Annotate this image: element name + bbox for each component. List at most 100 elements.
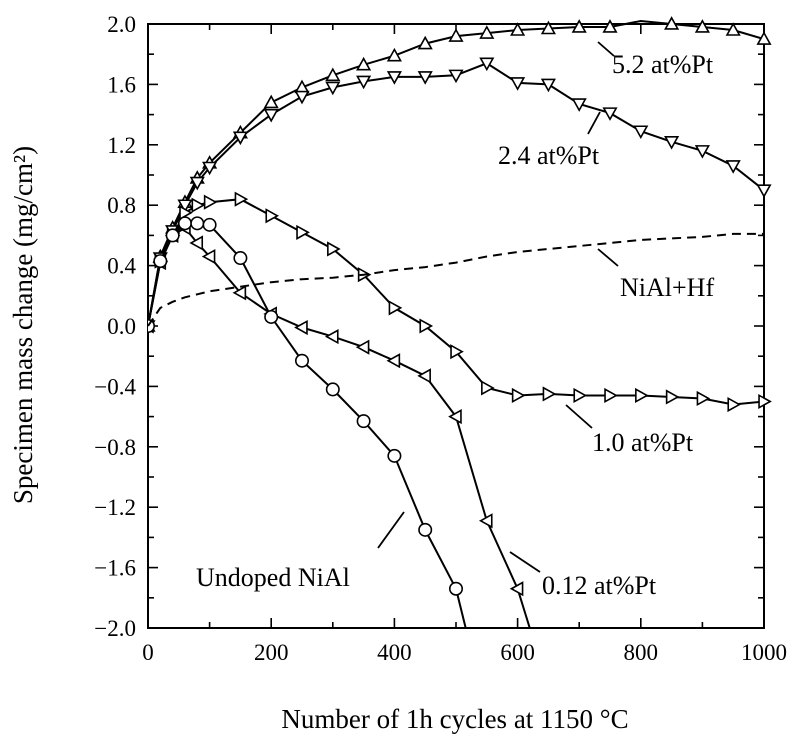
y-axis-label: Specimen mass change (mg/cm²) bbox=[8, 146, 38, 504]
data-point-2-4-at-pt bbox=[417, 71, 433, 85]
label-2-4-at-pt: 2.4 at%Pt bbox=[498, 141, 600, 170]
y-tick-label: 1.2 bbox=[107, 133, 136, 158]
data-point-0-12-at-pt bbox=[509, 581, 524, 597]
data-point-1-0-at-pt bbox=[604, 387, 618, 404]
y-tick-label: −0.8 bbox=[94, 435, 136, 460]
data-point-1-0-at-pt bbox=[450, 344, 464, 360]
data-point-5-2-at-pt bbox=[325, 67, 341, 82]
leader-line-1-0-at-pt bbox=[565, 404, 593, 429]
data-point-1-0-at-pt bbox=[758, 393, 772, 410]
series-line-0-12-at-pt bbox=[148, 226, 531, 628]
data-point-1-0-at-pt bbox=[265, 208, 280, 224]
data-point-1-0-at-pt bbox=[727, 396, 742, 413]
data-point-5-2-at-pt bbox=[756, 31, 772, 45]
data-point-0-12-at-pt bbox=[478, 513, 493, 529]
data-point-5-2-at-pt bbox=[510, 22, 526, 36]
data-point-undoped-nial bbox=[202, 217, 217, 232]
data-point-1-0-at-pt bbox=[327, 241, 341, 257]
leader-line-0-12-at-pt bbox=[509, 551, 541, 573]
data-point-0-12-at-pt bbox=[355, 339, 370, 355]
x-tick-label: 0 bbox=[142, 640, 154, 665]
data-point-2-4-at-pt bbox=[571, 98, 587, 112]
data-point-1-0-at-pt bbox=[635, 387, 649, 404]
data-point-2-4-at-pt bbox=[189, 176, 205, 191]
data-point-0-12-at-pt bbox=[386, 353, 401, 369]
data-point-undoped-nial bbox=[165, 228, 180, 243]
data-point-undoped-nial bbox=[177, 216, 192, 231]
data-point-5-2-at-pt bbox=[540, 20, 556, 35]
x-axis-label: Number of 1h cycles at 1150 °C bbox=[281, 704, 628, 734]
data-point-5-2-at-pt bbox=[386, 47, 402, 62]
leader-line-nial-hf bbox=[597, 248, 619, 267]
series-layer bbox=[148, 16, 772, 628]
data-point-undoped-nial bbox=[294, 353, 309, 368]
data-point-5-2-at-pt bbox=[294, 79, 310, 94]
plot-frame bbox=[147, 23, 765, 629]
data-point-undoped-nial bbox=[190, 216, 205, 231]
y-tick-label: −2.0 bbox=[94, 616, 136, 641]
y-tick-label: 2.0 bbox=[107, 12, 136, 37]
data-point-undoped-nial bbox=[233, 251, 248, 266]
data-point-2-4-at-pt bbox=[202, 161, 218, 176]
data-point-1-0-at-pt bbox=[179, 205, 193, 221]
y-axis: −2.0 −1.6 −1.2 −0.8 −0.4 0.0 0.4 0.8 1.2 1.6 2.0 bbox=[94, 12, 764, 641]
data-point-2-4-at-pt bbox=[356, 75, 372, 90]
data-point-1-0-at-pt bbox=[191, 197, 206, 213]
y-tick-label: 0.8 bbox=[107, 193, 136, 218]
data-point-2-4-at-pt bbox=[694, 145, 710, 159]
data-point-1-0-at-pt bbox=[542, 386, 557, 402]
data-point-2-4-at-pt bbox=[386, 71, 402, 85]
data-point-2-4-at-pt bbox=[664, 136, 680, 150]
data-point-2-4-at-pt bbox=[294, 90, 310, 105]
data-point-5-2-at-pt bbox=[479, 25, 495, 39]
data-point-undoped-nial bbox=[356, 414, 371, 429]
data-point-1-0-at-pt bbox=[203, 194, 218, 210]
data-point-1-0-at-pt bbox=[511, 387, 526, 404]
data-point-0-12-at-pt bbox=[417, 368, 431, 384]
label-5-2-at-pt: 5.2 at%Pt bbox=[612, 50, 714, 79]
x-tick-label: 600 bbox=[500, 640, 535, 665]
data-point-2-4-at-pt bbox=[263, 108, 279, 123]
x-tick-label: 1000 bbox=[741, 640, 787, 665]
x-tick-label: 800 bbox=[624, 640, 659, 665]
label-0-12-at-pt: 0.12 at%Pt bbox=[542, 571, 657, 600]
data-point-undoped-nial bbox=[325, 382, 340, 397]
data-point-2-4-at-pt bbox=[325, 81, 341, 96]
leader-line-5-2-at-pt bbox=[597, 41, 615, 57]
data-point-2-4-at-pt bbox=[479, 57, 495, 72]
data-point-2-4-at-pt bbox=[177, 199, 193, 214]
y-tick-label: 1.6 bbox=[107, 72, 136, 97]
x-axis: 0 200 400 600 800 1000 bbox=[142, 24, 787, 665]
data-point-2-4-at-pt bbox=[448, 69, 464, 84]
data-point-5-2-at-pt bbox=[571, 19, 587, 33]
data-point-1-0-at-pt bbox=[388, 300, 403, 316]
label-nial-hf: NiAl+Hf bbox=[620, 273, 714, 302]
data-point-0-12-at-pt bbox=[189, 235, 204, 251]
data-point-undoped-nial bbox=[264, 309, 279, 324]
data-point-1-0-at-pt bbox=[234, 191, 249, 207]
data-point-0-12-at-pt bbox=[448, 409, 462, 425]
data-point-5-2-at-pt bbox=[725, 22, 741, 36]
y-tick-label: −1.6 bbox=[94, 556, 136, 581]
callouts: 5.2 at%Pt 2.4 at%Pt NiAl+Hf 1.0 at%Pt Undope… bbox=[196, 41, 714, 600]
data-point-2-4-at-pt bbox=[510, 77, 526, 91]
data-point-5-2-at-pt bbox=[356, 56, 372, 71]
data-point-1-0-at-pt bbox=[573, 387, 588, 404]
data-point-1-0-at-pt bbox=[665, 389, 680, 405]
label-undoped-nial: Undoped NiAl bbox=[196, 563, 350, 592]
data-point-0-12-at-pt bbox=[232, 285, 247, 301]
data-point-undoped-nial bbox=[153, 254, 168, 269]
data-point-2-4-at-pt bbox=[540, 78, 556, 93]
label-1-0-at-pt: 1.0 at%Pt bbox=[592, 428, 694, 457]
data-point-5-2-at-pt bbox=[263, 94, 279, 109]
data-point-1-0-at-pt bbox=[696, 390, 711, 407]
series-1-0-at-pt bbox=[148, 191, 772, 413]
data-point-0-12-at-pt bbox=[294, 319, 308, 336]
data-point-1-0-at-pt bbox=[296, 224, 310, 240]
data-point-undoped-nial bbox=[418, 522, 433, 537]
series-line-undoped-nial bbox=[148, 222, 467, 628]
data-point-1-0-at-pt bbox=[481, 380, 495, 396]
data-point-2-4-at-pt bbox=[756, 184, 772, 198]
data-point-5-2-at-pt bbox=[417, 35, 433, 50]
